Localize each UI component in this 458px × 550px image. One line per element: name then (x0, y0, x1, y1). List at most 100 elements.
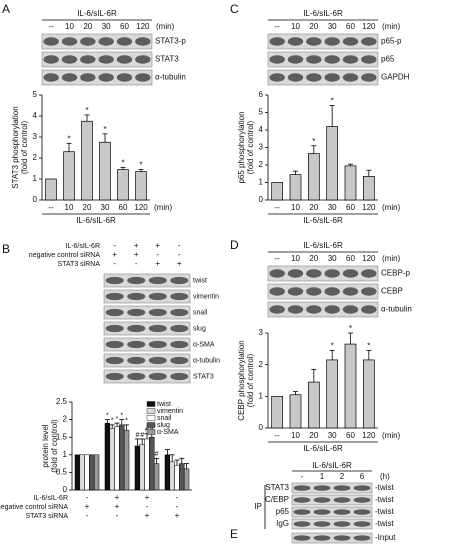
x-axis-label: IL-6/sIL-6R (76, 216, 116, 225)
bar (45, 178, 57, 201)
band-label: twist (193, 277, 207, 284)
blot-band (333, 497, 351, 503)
y-tick-label: 1 (259, 178, 264, 187)
treatment-sign: - (178, 241, 181, 250)
blot-band (148, 276, 167, 285)
significance-mark: # (155, 451, 159, 458)
lane-label: -- (49, 22, 55, 31)
y-tick-label: 5 (259, 108, 264, 117)
blot-band (127, 324, 146, 333)
blot-band (135, 73, 151, 82)
blot-band (105, 372, 124, 381)
blot-band (135, 55, 151, 64)
blot-band-bg (103, 369, 191, 384)
blot-band (293, 485, 311, 491)
bar (135, 171, 147, 201)
blot-band (43, 37, 59, 46)
blot-band (342, 55, 359, 64)
x-unit: (min) (154, 203, 173, 212)
treatment-sign: + (155, 241, 160, 250)
blot-band (269, 73, 285, 82)
blot-band (287, 55, 304, 64)
bar (164, 454, 171, 491)
blot-band (293, 509, 311, 515)
blot-band (127, 356, 146, 365)
blot-band (324, 55, 340, 64)
significance-mark: * (121, 159, 124, 168)
lane-label: 120 (362, 254, 376, 263)
blot-band-bg (103, 273, 191, 288)
blot-band-bg (103, 353, 191, 368)
bar (79, 454, 85, 491)
treatment-sign: - (146, 502, 149, 511)
band-label: CEBP (381, 287, 403, 296)
blot-band (306, 55, 322, 64)
blot-band (313, 497, 331, 503)
blot-band (43, 73, 59, 82)
treatment-sign: + (145, 511, 150, 520)
treatment-sign: - (86, 493, 89, 502)
panel-letter: D (230, 238, 239, 252)
y-axis-label: p65 phosphorylation (237, 111, 246, 183)
bar (362, 176, 375, 201)
band-label: STAT3 (193, 373, 214, 380)
y-tick-label: 1.5 (56, 432, 68, 441)
blot-band (116, 55, 133, 64)
treatment-sign: + (112, 250, 117, 259)
blot-band (313, 485, 331, 491)
blot-band (324, 37, 340, 46)
y-axis-label: protein level (41, 424, 50, 467)
x-tick-label: 60 (119, 203, 128, 212)
blot-band (127, 292, 146, 301)
band-label: α-SMA (193, 341, 215, 348)
x-axis-label: IL-6/sIL-6R (303, 444, 343, 453)
treatment-label: IL-6/sIL-6R (65, 243, 100, 250)
y-tick-label: 5 (33, 90, 38, 99)
bar (74, 454, 81, 491)
blot-header: IL-6/sIL-6R (77, 9, 117, 18)
bar (271, 395, 284, 429)
lane-label: 120 (362, 22, 376, 31)
blot-band (170, 372, 189, 381)
significance-mark: * (103, 125, 106, 134)
row-label: STAT3 (265, 483, 289, 492)
blot-band (361, 287, 377, 296)
bar (174, 465, 180, 491)
lane-label: 10 (291, 22, 300, 31)
x-unit: (min) (382, 431, 401, 440)
x-unit: (min) (382, 203, 401, 212)
bar (362, 359, 375, 429)
bar (344, 343, 357, 429)
blot-band (98, 37, 114, 46)
bar (169, 461, 175, 491)
band-label: snail (193, 309, 208, 316)
blot-band-bg (291, 494, 373, 506)
blot-band (287, 269, 304, 278)
lane-label: 10 (291, 254, 300, 263)
treatment-sign: + (175, 511, 180, 520)
treatment-label: negative control siRNA (0, 504, 68, 511)
bar (307, 381, 320, 429)
y-tick-label: 4 (33, 111, 38, 120)
legend-swatch (146, 429, 156, 435)
x-tick-label: 10 (291, 203, 300, 212)
blot-band (287, 305, 304, 314)
x-tick-label: 120 (362, 203, 376, 212)
treatment-sign: - (113, 241, 116, 250)
blot-band (313, 535, 331, 541)
legend-label: snail (157, 415, 172, 422)
blot-band (324, 305, 340, 314)
lane-label: 20 (309, 254, 318, 263)
blot-band-bg (291, 518, 373, 530)
x-axis-label: IL-6/sIL-6R (303, 216, 343, 225)
y-tick-label: 2 (33, 153, 38, 162)
legend-swatch (146, 422, 156, 428)
blot-band (148, 292, 167, 301)
y-axis-label: (fold of control) (20, 120, 29, 174)
y-tick-label: 0 (259, 195, 264, 204)
blot-band (98, 73, 114, 82)
x-tick-label: 20 (309, 203, 318, 212)
bar (179, 463, 185, 491)
y-tick-label: 1 (33, 174, 38, 183)
row-target: -twist (375, 483, 394, 492)
